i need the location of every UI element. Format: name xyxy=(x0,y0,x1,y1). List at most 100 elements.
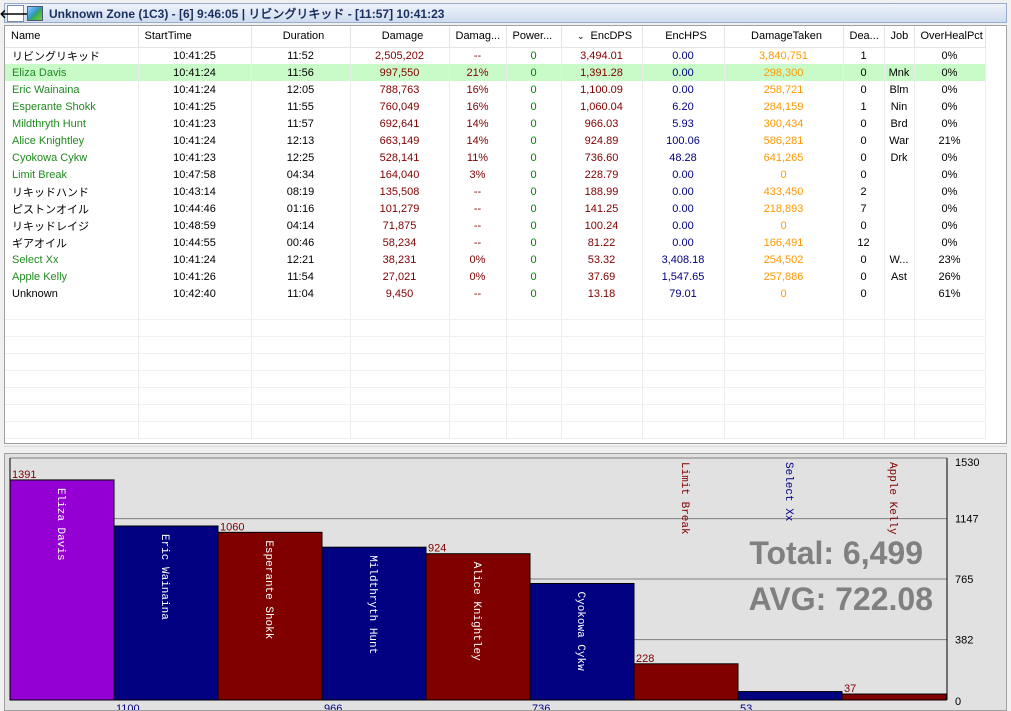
cell-damage-pct: 21% xyxy=(449,64,507,81)
cell-overhealpct: 0% xyxy=(914,64,986,81)
col-header-name[interactable]: Name xyxy=(5,26,139,48)
table-row[interactable]: Mildthryth Hunt 10:41:23 11:57 692,641 14% 0 9… xyxy=(5,115,986,132)
empty-cell xyxy=(724,404,844,422)
bar[interactable] xyxy=(737,691,843,701)
y-tick-label: 1147 xyxy=(955,514,979,526)
back-arrow-icon[interactable]: 🡐 xyxy=(0,4,32,22)
col-header-deaths[interactable]: Dea... xyxy=(843,26,885,48)
empty-cell xyxy=(449,421,507,439)
cell-power: 0 xyxy=(506,251,562,268)
empty-cell xyxy=(884,302,915,320)
cell-name: ギアオイル xyxy=(5,234,139,251)
empty-row xyxy=(5,353,986,371)
col-header-enchps[interactable]: EncHPS xyxy=(642,26,725,48)
bar[interactable] xyxy=(529,582,635,701)
table-row[interactable]: Cyokowa Cykw 10:41:23 12:25 528,141 11% 0 736.… xyxy=(5,149,986,166)
cell-duration: 11:56 xyxy=(251,64,351,81)
empty-cell xyxy=(506,353,562,371)
sort-descending-icon: ⌄ xyxy=(576,31,585,42)
cell-enchps: 0.00 xyxy=(642,166,725,183)
cell-deaths: 0 xyxy=(843,285,885,302)
table-row[interactable]: Apple Kelly 10:41:26 11:54 27,021 0% 0 37.69 1,… xyxy=(5,268,986,285)
bar-value-label: 1391 xyxy=(12,469,36,481)
bar[interactable] xyxy=(321,546,427,701)
cell-enchps: 0.00 xyxy=(642,183,725,200)
table-row[interactable]: リキッドハンド 10:43:14 08:19 135,508 -- 0 188.99 0.00… xyxy=(5,183,986,200)
cell-damage-pct: 0% xyxy=(449,251,507,268)
cell-enchps: 6.20 xyxy=(642,98,725,115)
empty-row xyxy=(5,319,986,337)
empty-cell xyxy=(884,404,915,422)
cell-encdps: 53.32 xyxy=(561,251,643,268)
empty-cell xyxy=(251,353,351,371)
col-header-starttime[interactable]: StartTime xyxy=(138,26,252,48)
empty-cell xyxy=(561,421,643,439)
col-header-damage[interactable]: Damage xyxy=(350,26,450,48)
bar[interactable] xyxy=(9,479,115,701)
bar[interactable] xyxy=(425,553,531,701)
empty-cell xyxy=(843,387,885,405)
graph-canvas: 1530 1147 765 382 0 1391 Eliza Davis 1100 Eric W… xyxy=(9,457,979,710)
bar-value-label: 37 xyxy=(844,683,856,695)
cell-name: リキッドレイジ xyxy=(5,217,139,234)
cell-duration: 00:46 xyxy=(251,234,351,251)
table-row[interactable]: Select Xx 10:41:24 12:21 38,231 0% 0 53.32 3,40… xyxy=(5,251,986,268)
col-header-encdps[interactable]: ⌄ EncDPS xyxy=(561,26,643,48)
col-header-job[interactable]: Job xyxy=(884,26,915,48)
cell-encdps: 924.89 xyxy=(561,132,643,149)
bar[interactable] xyxy=(841,693,947,701)
combatant-table[interactable]: Name StartTime Duration Damage Damag... … xyxy=(4,25,1007,444)
col-header-overhealpct[interactable]: OverHealPct xyxy=(914,26,986,48)
table-row[interactable]: Alice Knightley 10:41:24 12:13 663,149 14% 0 9… xyxy=(5,132,986,149)
table-row[interactable]: ギアオイル 10:44:55 00:46 58,234 -- 0 81.22 0.00 166,… xyxy=(5,234,986,251)
table-row[interactable]: Eric Wainaina 10:41:24 12:05 788,763 16% 0 1,1… xyxy=(5,81,986,98)
cell-name: Limit Break xyxy=(5,166,139,183)
bar[interactable] xyxy=(633,663,739,701)
cell-encdps: 1,060.04 xyxy=(561,98,643,115)
table-row[interactable]: Eliza Davis 10:41:24 11:56 997,550 21% 0 1,391… xyxy=(5,64,986,81)
cell-enchps: 0.00 xyxy=(642,81,725,98)
panel-splitter[interactable] xyxy=(4,446,1007,452)
table-row[interactable]: リキッドレイジ 10:48:59 04:14 71,875 -- 0 100.24 0.00 0… xyxy=(5,217,986,234)
bar[interactable] xyxy=(217,531,323,701)
cell-damage: 71,875 xyxy=(350,217,450,234)
bar-value-label: 924 xyxy=(428,543,446,555)
cell-starttime: 10:41:24 xyxy=(138,64,252,81)
empty-cell xyxy=(724,336,844,354)
encdps-bar-graph: 1530 1147 765 382 0 1391 Eliza Davis 1100 Eric W… xyxy=(4,453,1007,711)
empty-cell xyxy=(350,387,450,405)
cell-duration: 01:16 xyxy=(251,200,351,217)
bar-value-label: 966 xyxy=(324,703,342,710)
empty-cell xyxy=(350,302,450,320)
table-row[interactable]: ピストンオイル 10:44:46 01:16 101,279 -- 0 141.25 0.00… xyxy=(5,200,986,217)
empty-cell xyxy=(843,336,885,354)
empty-cell xyxy=(449,302,507,320)
empty-cell xyxy=(724,353,844,371)
empty-cell xyxy=(884,421,915,439)
cell-overhealpct: 0% xyxy=(914,115,986,132)
col-header-power[interactable]: Power... xyxy=(506,26,562,48)
col-header-damagetaken[interactable]: DamageTaken xyxy=(724,26,844,48)
empty-row xyxy=(5,336,986,354)
table-row[interactable]: Limit Break 10:47:58 04:34 164,040 3% 0 228.79… xyxy=(5,166,986,183)
bar[interactable] xyxy=(113,525,219,701)
empty-cell xyxy=(251,336,351,354)
table-row[interactable]: Unknown 10:42:40 11:04 9,450 -- 0 13.18 79.01 0 0… xyxy=(5,285,986,302)
cell-deaths: 2 xyxy=(843,183,885,200)
table-row[interactable]: Esperante Shokk 10:41:25 11:55 760,049 16% 0 1… xyxy=(5,98,986,115)
empty-cell xyxy=(5,421,139,439)
cell-damagetaken: 300,434 xyxy=(724,115,844,132)
col-header-duration[interactable]: Duration xyxy=(251,26,351,48)
cell-starttime: 10:41:23 xyxy=(138,149,252,166)
empty-cell xyxy=(642,370,725,388)
empty-cell xyxy=(561,302,643,320)
cell-damagetaken: 284,159 xyxy=(724,98,844,115)
cell-deaths: 0 xyxy=(843,251,885,268)
empty-cell xyxy=(138,370,252,388)
table-row[interactable]: リビングリキッド 10:41:25 11:52 2,505,202 -- 0 3,494.0… xyxy=(5,47,986,64)
cell-overhealpct: 21% xyxy=(914,132,986,149)
col-header-damage-pct[interactable]: Damag... xyxy=(449,26,507,48)
cell-encdps: 1,391.28 xyxy=(561,64,643,81)
bar-value-label: 53 xyxy=(740,703,752,710)
empty-cell xyxy=(506,421,562,439)
